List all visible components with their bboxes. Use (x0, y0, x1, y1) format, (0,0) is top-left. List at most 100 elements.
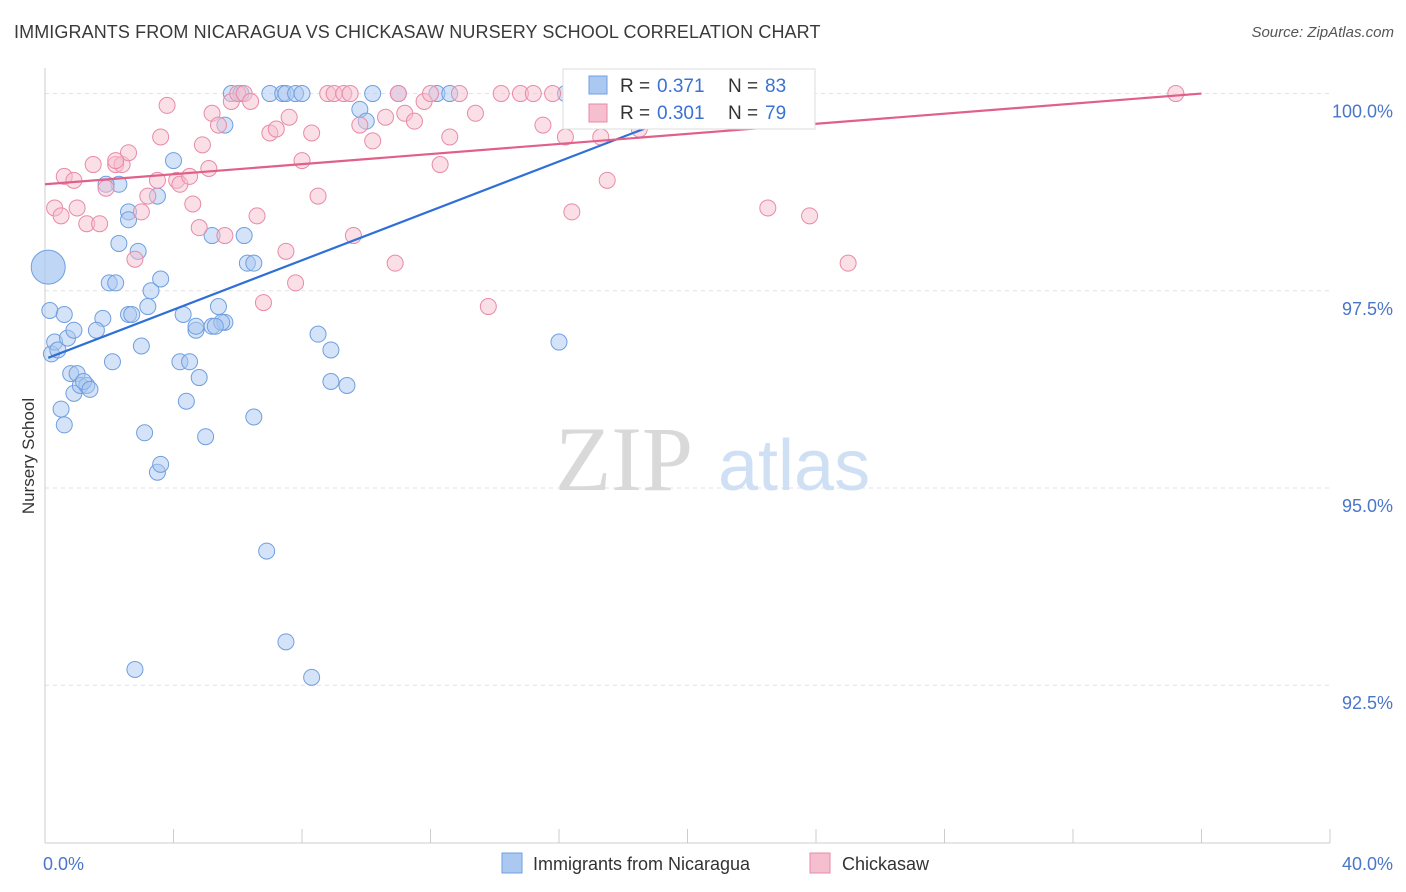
nicaragua-point (338, 376, 356, 394)
y-tick-label: 97.5% (1342, 299, 1393, 319)
chart-source: Source: ZipAtlas.com (1251, 24, 1394, 41)
nicaragua-point (303, 668, 321, 686)
chickasaw-point (158, 96, 176, 114)
chickasaw-point (563, 203, 581, 221)
chickasaw-point (280, 108, 298, 126)
chickasaw-point (242, 92, 260, 110)
nicaragua-point (126, 660, 144, 678)
nicaragua-point (258, 542, 276, 560)
chickasaw-point (801, 207, 819, 225)
nicaragua-point (197, 428, 215, 446)
chickasaw-point (126, 250, 144, 268)
watermark-zip: ZIP (555, 408, 693, 510)
nicaragua-point (309, 325, 327, 343)
chickasaw-point (139, 187, 157, 205)
chickasaw-point (1167, 85, 1185, 103)
chickasaw-point (184, 195, 202, 213)
chickasaw-point (97, 179, 115, 197)
chickasaw-point (248, 207, 266, 225)
x-tick-label: 40.0% (1342, 854, 1393, 874)
chickasaw-point (544, 85, 562, 103)
nicaragua-point (165, 152, 182, 170)
watermark: ZIP atlas (555, 408, 870, 510)
gridlines (45, 93, 1330, 686)
nicaragua-point (55, 305, 73, 323)
chickasaw-point (466, 104, 484, 122)
chickasaw-point (190, 219, 208, 237)
stats-r-label-1: R = (620, 76, 650, 97)
stats-n-value-1: 83 (765, 76, 786, 97)
stats-legend: R = 0.371 N = 83 R = 0.301 N = 79 (562, 68, 816, 130)
nicaragua-point (81, 380, 99, 398)
nicaragua-point (152, 455, 170, 473)
legend-swatch-nicaragua (501, 852, 523, 874)
chickasaw-point (441, 128, 459, 146)
chickasaw-point (91, 215, 109, 233)
chickasaw-point (293, 152, 311, 170)
chickasaw-point (181, 167, 199, 185)
chickasaw-point (303, 124, 321, 142)
nicaragua-point (55, 416, 73, 434)
nicaragua-point (181, 353, 199, 371)
chickasaw-point (152, 128, 170, 146)
stats-swatch-chickasaw (588, 103, 608, 123)
nicaragua-point (136, 424, 154, 442)
nicaragua-point (139, 298, 157, 316)
chickasaw-point (68, 199, 86, 217)
chickasaw-point (405, 112, 423, 130)
chickasaw-point (216, 227, 234, 245)
nicaragua-point (190, 369, 208, 387)
nicaragua-point (30, 249, 66, 285)
chickasaw-point (377, 108, 395, 126)
nicaragua-point (293, 85, 311, 103)
chickasaw-point (759, 199, 777, 217)
chickasaw-point (120, 144, 138, 162)
y-axis-label: Nursery School (19, 398, 38, 514)
stats-n-value-2: 79 (765, 103, 786, 124)
chickasaw-point (309, 187, 327, 205)
stats-r-value-2: 0.301 (657, 103, 705, 124)
chickasaw-point (431, 156, 449, 174)
chickasaw-point (598, 171, 616, 189)
axes (44, 68, 1331, 844)
trend-lines (44, 92, 1202, 359)
nicaragua-point (245, 254, 263, 272)
nicaragua-point (364, 85, 382, 103)
legend-label-nicaragua: Immigrants from Nicaragua (533, 854, 751, 874)
chickasaw-point (492, 85, 510, 103)
y-tick-label: 95.0% (1342, 496, 1393, 516)
series-legend: Immigrants from Nicaragua Chickasaw (501, 852, 930, 874)
chickasaw-point (200, 160, 218, 177)
nicaragua-point (322, 341, 340, 359)
stats-n-label-1: N = (728, 76, 758, 97)
chickasaw-point (84, 156, 102, 174)
chickasaw-point (52, 207, 70, 225)
chickasaw-trend-line (44, 92, 1202, 186)
chickasaw-point (351, 116, 369, 134)
nicaragua-point (87, 321, 105, 339)
chickasaw-point (209, 116, 227, 134)
chickasaw-point (450, 85, 468, 103)
nicaragua-point (245, 408, 263, 426)
nicaragua-point (123, 305, 141, 323)
nicaragua-point (132, 337, 150, 355)
nicaragua-point (209, 298, 227, 316)
watermark-atlas: atlas (718, 426, 870, 506)
nicaragua-point (187, 317, 205, 335)
chickasaw-point (132, 203, 150, 221)
stats-swatch-nicaragua (588, 75, 608, 95)
chickasaw-point (107, 152, 125, 170)
chart-title: IMMIGRANTS FROM NICARAGUA VS CHICKASAW N… (14, 22, 821, 42)
legend-label-chickasaw: Chickasaw (842, 854, 930, 874)
chickasaw-point (389, 85, 407, 103)
chickasaw-point (65, 171, 83, 189)
x-tick-label: 0.0% (43, 854, 84, 874)
y-tick-label: 100.0% (1332, 102, 1393, 122)
nicaragua-point (177, 392, 195, 410)
nicaragua-point (41, 302, 59, 319)
chickasaw-point (193, 136, 211, 154)
nicaragua-point (52, 400, 70, 418)
nicaragua-point (65, 321, 83, 339)
nicaragua-point (550, 333, 568, 351)
